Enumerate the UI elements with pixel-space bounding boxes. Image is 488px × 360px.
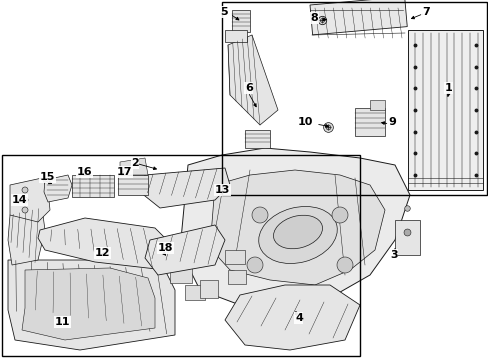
Text: 9: 9: [387, 117, 395, 127]
Bar: [224, 30, 246, 42]
Bar: [244, 130, 269, 148]
Bar: [227, 270, 245, 284]
Text: 15: 15: [40, 172, 55, 182]
Text: 2: 2: [131, 158, 139, 168]
Bar: [222, 2, 486, 195]
Bar: [184, 285, 204, 300]
Text: 3: 3: [389, 250, 397, 260]
Text: 7: 7: [421, 7, 429, 17]
Polygon shape: [8, 208, 45, 265]
Text: 8: 8: [309, 13, 317, 23]
Bar: [72, 175, 114, 197]
Circle shape: [246, 257, 263, 273]
Bar: [118, 175, 148, 195]
Text: 16: 16: [77, 167, 92, 177]
Ellipse shape: [258, 207, 337, 264]
Bar: [170, 265, 192, 283]
Circle shape: [251, 207, 267, 223]
Text: 5: 5: [220, 7, 227, 17]
Text: 17: 17: [117, 167, 132, 177]
Polygon shape: [22, 268, 155, 340]
Polygon shape: [209, 170, 384, 285]
Circle shape: [331, 207, 347, 223]
Bar: [2, 155, 359, 356]
Text: 10: 10: [297, 117, 312, 127]
Polygon shape: [120, 158, 148, 175]
Polygon shape: [224, 285, 359, 350]
Text: 1: 1: [444, 83, 452, 93]
Text: 13: 13: [215, 185, 230, 195]
Bar: [200, 280, 218, 298]
Text: 11: 11: [55, 317, 70, 327]
Polygon shape: [227, 35, 278, 125]
Ellipse shape: [273, 215, 322, 249]
Polygon shape: [44, 175, 72, 202]
Polygon shape: [180, 148, 409, 310]
Bar: [407, 30, 482, 190]
Bar: [231, 10, 249, 32]
Bar: [394, 220, 419, 255]
Text: 4: 4: [294, 313, 302, 323]
Bar: [354, 108, 384, 136]
Text: 12: 12: [95, 248, 110, 258]
Circle shape: [22, 187, 28, 193]
Polygon shape: [38, 218, 175, 270]
Polygon shape: [10, 178, 50, 222]
Text: 6: 6: [244, 83, 252, 93]
Text: 14: 14: [12, 195, 27, 205]
Bar: [224, 250, 244, 264]
Bar: [369, 100, 384, 110]
Polygon shape: [140, 168, 229, 208]
Bar: [309, 0, 407, 35]
Polygon shape: [145, 225, 224, 275]
Circle shape: [22, 197, 28, 203]
Polygon shape: [8, 260, 175, 350]
Text: 18: 18: [158, 243, 173, 253]
Circle shape: [22, 207, 28, 213]
Circle shape: [336, 257, 352, 273]
